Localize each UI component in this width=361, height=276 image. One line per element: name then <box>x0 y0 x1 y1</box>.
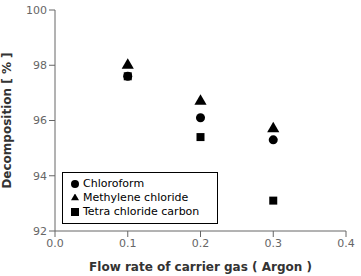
svg-text:0.1: 0.1 <box>119 237 137 250</box>
svg-text:98: 98 <box>33 59 47 72</box>
svg-text:92: 92 <box>33 225 47 238</box>
svg-text:0.0: 0.0 <box>46 237 64 250</box>
html-text:Tetra chloride carbon: Tetra chloride carbon <box>83 205 200 218</box>
svg-text:0.3: 0.3 <box>265 237 283 250</box>
svg-text:Decomposition [ % ]: Decomposition [ % ] <box>8 52 14 188</box>
html-text:Methylene chloride: Methylene chloride <box>83 191 189 204</box>
html-text:Chloroform: Chloroform <box>83 177 145 190</box>
svg-text:Flow rate of carrier gas ( Arg: Flow rate of carrier gas ( Argon ) <box>89 260 312 274</box>
svg-text:100: 100 <box>26 4 47 17</box>
svg-text:96: 96 <box>33 114 47 127</box>
svg-text:0.2: 0.2 <box>192 237 210 250</box>
svg-text:94: 94 <box>33 170 47 183</box>
svg-text:0.4: 0.4 <box>337 237 353 250</box>
